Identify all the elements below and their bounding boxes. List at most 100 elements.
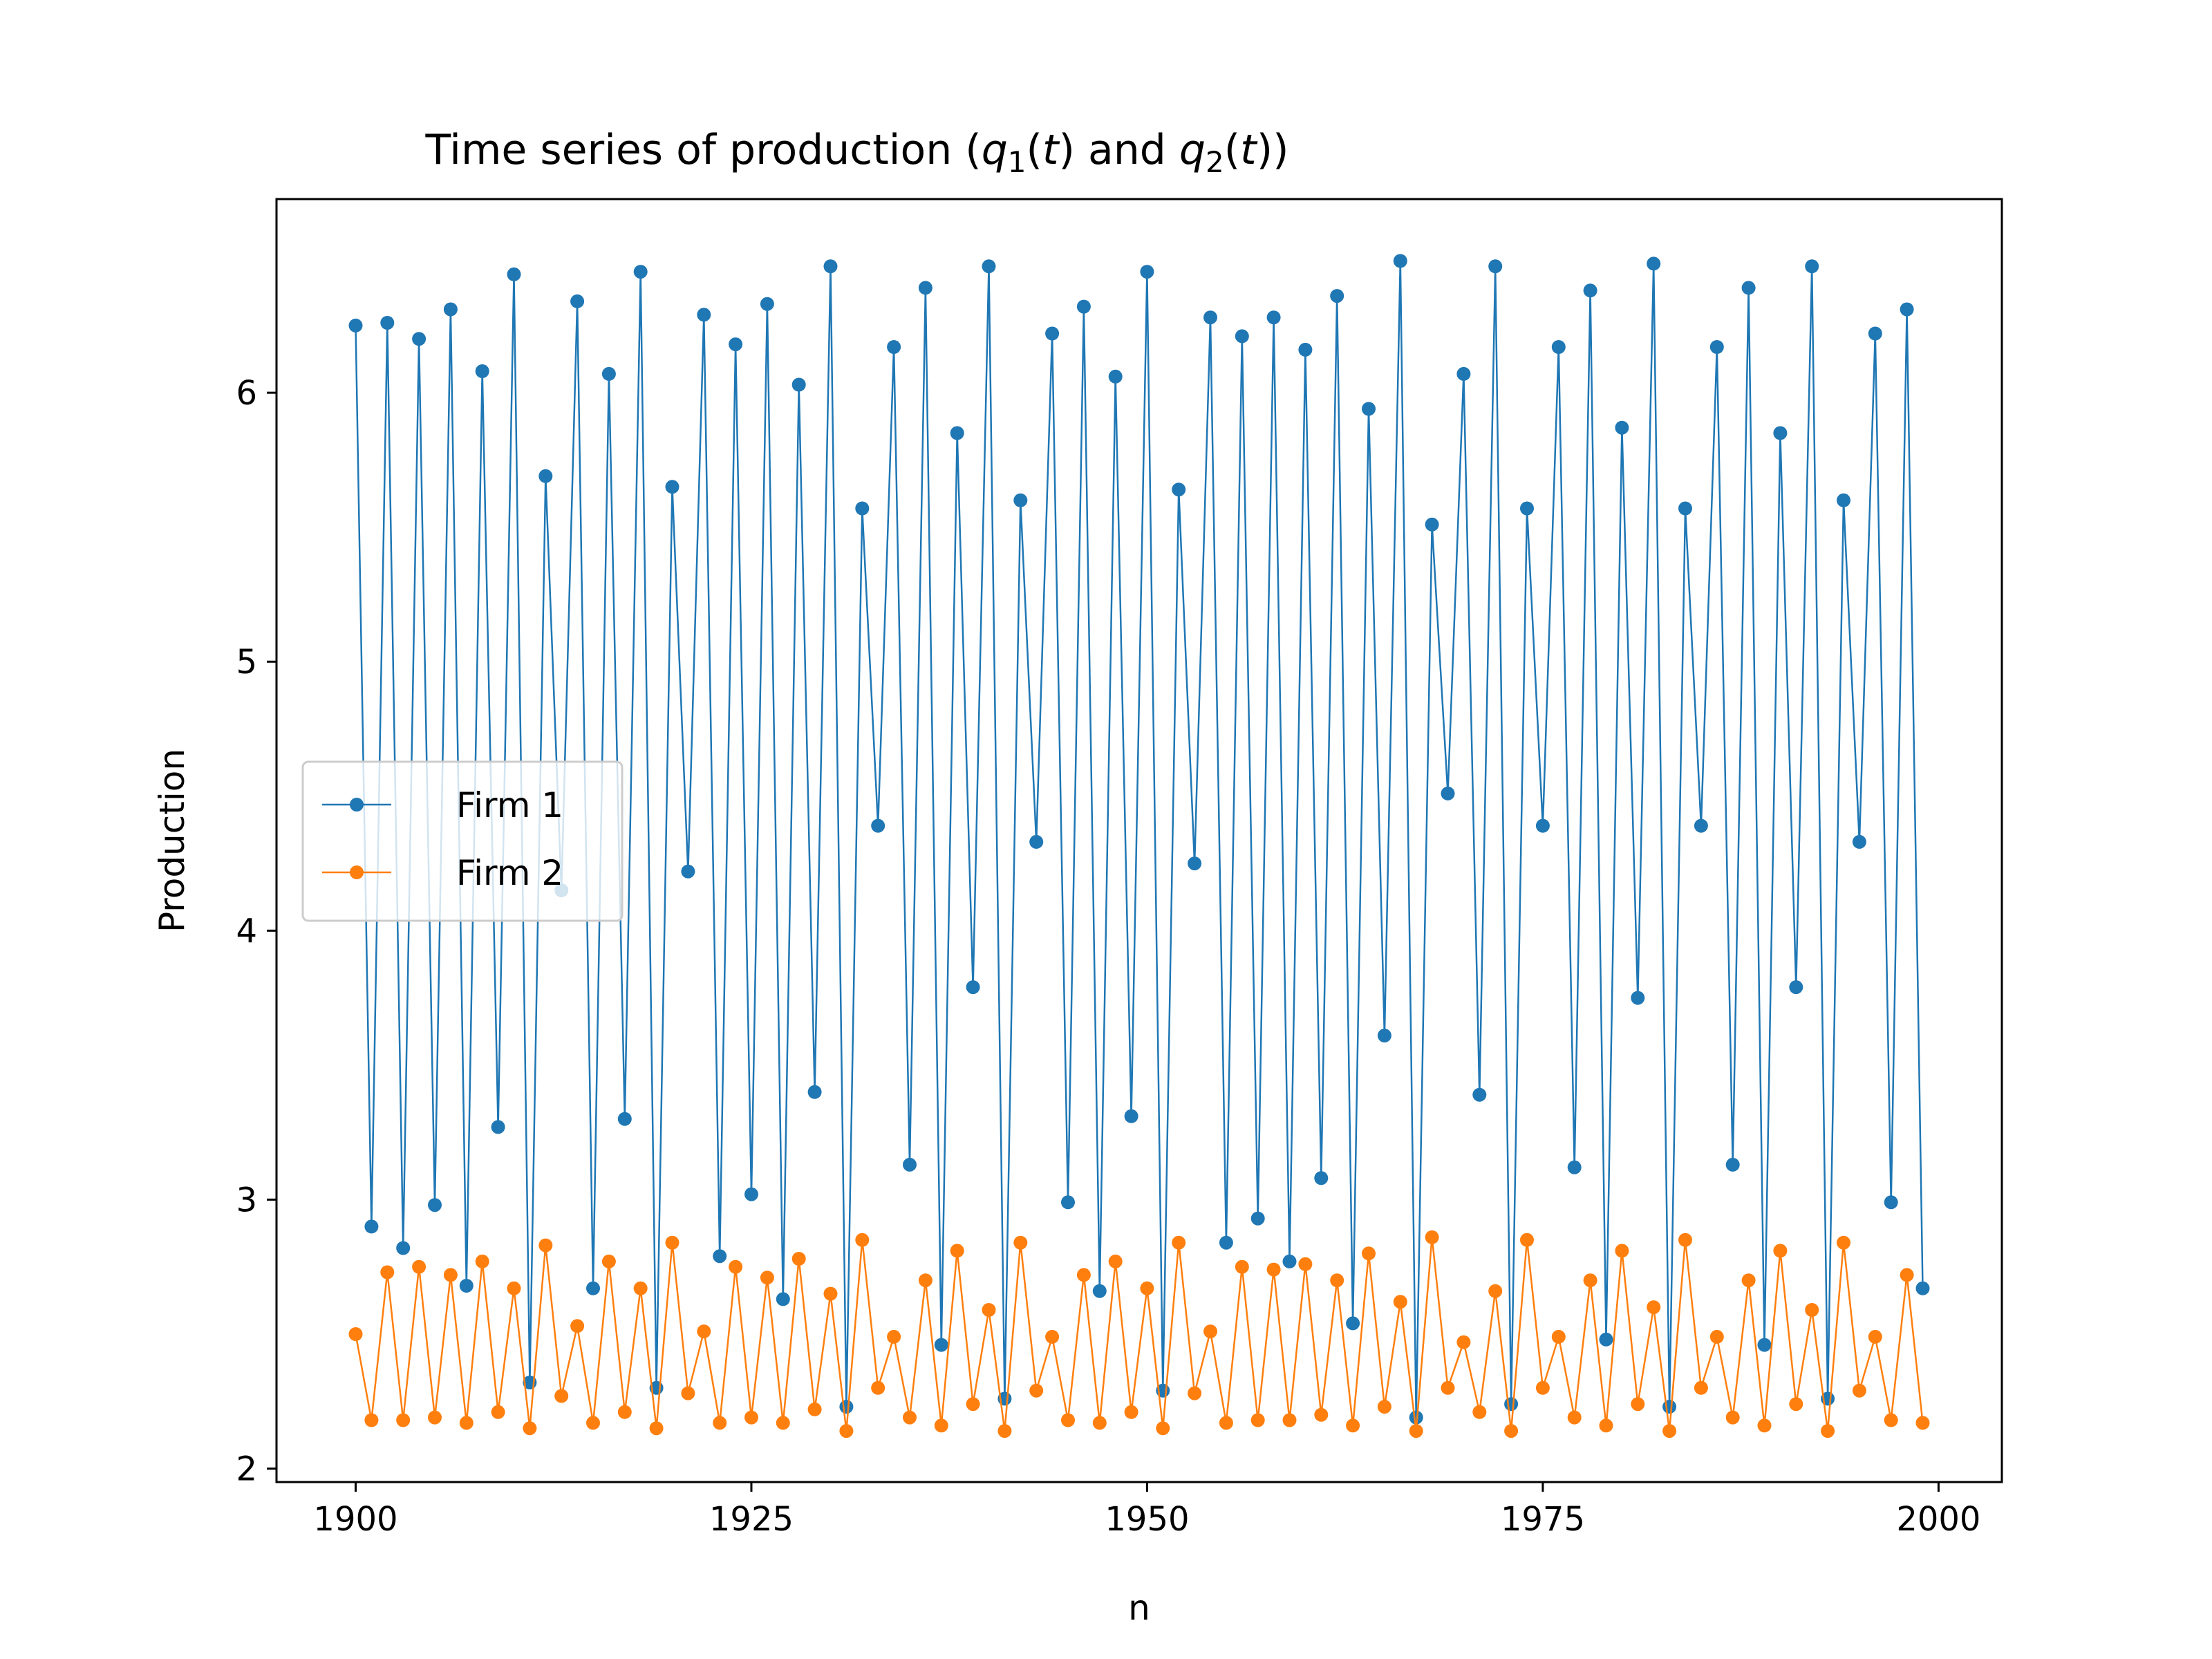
data-point-firm-2 xyxy=(1472,1405,1487,1419)
data-point-firm-2 xyxy=(1678,1232,1692,1247)
legend-marker-firm-2 xyxy=(350,865,364,879)
data-point-firm-1 xyxy=(887,340,901,354)
data-point-firm-1 xyxy=(1092,1284,1107,1298)
data-point-firm-2 xyxy=(1314,1407,1329,1422)
data-point-firm-2 xyxy=(1615,1244,1629,1258)
data-point-firm-2 xyxy=(1425,1230,1439,1244)
data-point-firm-1 xyxy=(871,818,885,833)
data-point-firm-2 xyxy=(1647,1300,1661,1315)
data-point-firm-2 xyxy=(1805,1303,1819,1317)
y-axis: 2 3 4 5 6 xyxy=(236,374,276,1489)
data-point-firm-1 xyxy=(396,1241,411,1255)
y-tick-label: 6 xyxy=(236,374,257,413)
data-point-firm-2 xyxy=(1583,1273,1597,1288)
data-point-firm-1 xyxy=(1076,299,1091,314)
data-point-firm-2 xyxy=(1172,1235,1186,1250)
data-point-firm-2 xyxy=(1441,1380,1455,1395)
data-point-firm-2 xyxy=(665,1235,679,1250)
data-point-firm-1 xyxy=(633,265,648,279)
data-point-firm-2 xyxy=(839,1424,854,1438)
data-point-firm-1 xyxy=(1868,326,1882,341)
series-line-firm-1 xyxy=(355,260,1924,1418)
data-point-firm-1 xyxy=(1567,1160,1582,1174)
data-point-firm-2 xyxy=(1915,1416,1930,1430)
data-point-firm-1 xyxy=(1377,1029,1391,1043)
data-point-firm-1 xyxy=(791,377,806,392)
data-point-firm-2 xyxy=(1045,1329,1060,1344)
data-point-firm-2 xyxy=(1156,1421,1170,1436)
data-point-firm-2 xyxy=(1282,1413,1297,1427)
data-point-firm-1 xyxy=(776,1292,790,1306)
data-point-firm-2 xyxy=(1900,1268,1914,1282)
data-point-firm-2 xyxy=(1219,1416,1233,1430)
title-part: ) and xyxy=(1058,126,1179,174)
data-point-firm-1 xyxy=(475,364,489,378)
y-tick-label: 4 xyxy=(236,912,257,950)
data-point-firm-2 xyxy=(1203,1324,1217,1339)
data-point-firm-2 xyxy=(1330,1273,1344,1288)
data-point-firm-2 xyxy=(1377,1400,1391,1414)
data-point-firm-1 xyxy=(1631,991,1645,1005)
data-point-firm-2 xyxy=(1773,1244,1788,1258)
legend-marker-firm-1 xyxy=(350,798,364,812)
data-point-firm-2 xyxy=(649,1421,664,1436)
data-point-firm-1 xyxy=(586,1281,600,1295)
legend: Firm 1 Firm 2 xyxy=(301,760,624,922)
data-point-firm-1 xyxy=(1599,1332,1613,1347)
data-point-firm-2 xyxy=(380,1265,395,1280)
data-point-firm-2 xyxy=(570,1319,585,1333)
data-point-firm-1 xyxy=(1029,834,1044,849)
x-tick-label: 1925 xyxy=(709,1500,794,1539)
data-point-firm-1 xyxy=(1219,1235,1233,1250)
data-point-firm-1 xyxy=(823,259,838,274)
data-point-firm-1 xyxy=(729,337,743,352)
data-point-firm-1 xyxy=(713,1249,727,1264)
data-point-firm-1 xyxy=(966,980,980,995)
data-point-firm-1 xyxy=(1298,342,1313,357)
x-tick-label: 1900 xyxy=(313,1500,397,1539)
data-point-firm-2 xyxy=(1029,1383,1044,1398)
data-point-firm-2 xyxy=(807,1402,822,1416)
data-point-firm-1 xyxy=(1346,1316,1360,1331)
data-point-firm-1 xyxy=(1647,256,1661,271)
data-point-firm-1 xyxy=(1900,302,1914,317)
data-point-firm-2 xyxy=(491,1405,505,1419)
data-point-firm-2 xyxy=(459,1416,474,1430)
title-part: Time series of production ( xyxy=(424,126,981,174)
data-point-firm-1 xyxy=(1852,834,1866,849)
data-point-firm-1 xyxy=(1488,259,1503,274)
data-point-firm-1 xyxy=(1535,818,1550,833)
data-point-firm-2 xyxy=(1789,1397,1803,1412)
data-point-firm-2 xyxy=(475,1254,489,1268)
data-point-firm-1 xyxy=(903,1157,917,1172)
title-part: q xyxy=(1179,126,1206,174)
y-axis-label: Production xyxy=(152,749,192,932)
data-point-firm-1 xyxy=(1805,259,1819,274)
data-point-firm-2 xyxy=(1298,1257,1313,1271)
data-point-firm-1 xyxy=(1884,1195,1898,1210)
y-tick-label: 3 xyxy=(236,1181,257,1219)
data-point-firm-1 xyxy=(1330,289,1344,303)
data-point-firm-2 xyxy=(1852,1383,1866,1398)
title-part: 2 xyxy=(1206,145,1224,179)
data-point-firm-1 xyxy=(950,426,964,440)
data-point-firm-2 xyxy=(1409,1424,1423,1438)
data-point-firm-1 xyxy=(1282,1254,1297,1268)
data-point-firm-1 xyxy=(1250,1211,1265,1226)
data-point-firm-2 xyxy=(1821,1424,1835,1438)
data-point-firm-1 xyxy=(538,469,553,483)
data-point-firm-2 xyxy=(617,1405,632,1419)
data-point-firm-1 xyxy=(1314,1171,1329,1185)
data-point-firm-1 xyxy=(1108,369,1123,384)
data-point-firm-1 xyxy=(1583,283,1597,298)
data-point-firm-1 xyxy=(1140,265,1154,279)
chart-title: Time series of production (q1(t) and q2(… xyxy=(424,126,1288,179)
data-point-firm-2 xyxy=(1631,1397,1645,1412)
data-point-firm-2 xyxy=(396,1413,411,1427)
data-point-firm-2 xyxy=(1124,1405,1138,1419)
data-point-firm-2 xyxy=(1694,1380,1708,1395)
data-point-firm-1 xyxy=(443,302,458,317)
data-point-firm-1 xyxy=(918,281,932,295)
y-tick-label: 2 xyxy=(236,1450,257,1489)
